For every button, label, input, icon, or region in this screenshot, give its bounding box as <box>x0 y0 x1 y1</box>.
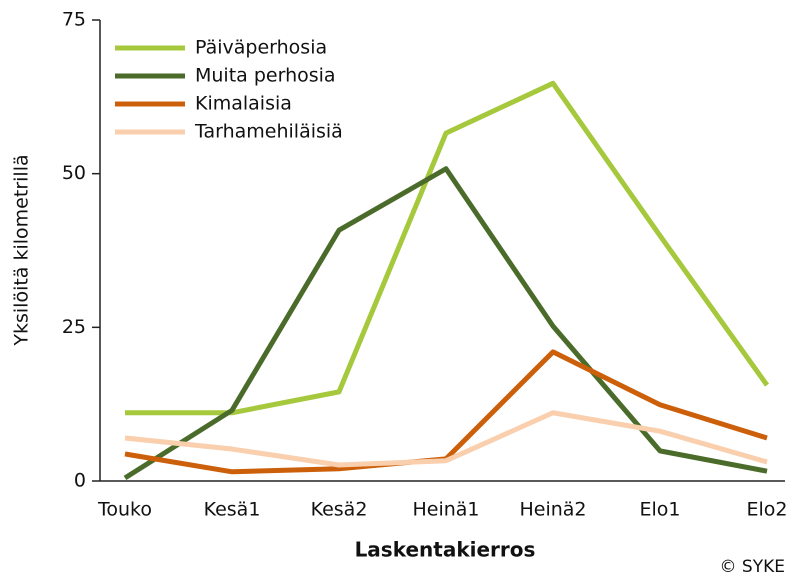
x-tick-label: Kesä1 <box>204 499 261 521</box>
x-axis-label: Laskentakierros <box>355 538 536 562</box>
legend-label: Päiväperhosia <box>195 37 327 59</box>
credit: © SYKE <box>720 557 785 577</box>
x-tick-label: Elo1 <box>640 499 681 521</box>
legend-label: Muita perhosia <box>195 65 336 87</box>
series-line <box>123 166 768 481</box>
y-tick-label: 25 <box>62 316 86 338</box>
y-tick-label: 0 <box>74 470 86 492</box>
y-axis-label: Yksilöitä kilometrillä <box>11 154 33 346</box>
x-tick-label: Touko <box>97 499 152 521</box>
legend-label: Kimalaisia <box>195 93 292 115</box>
legend-label: Tarhamehiläisiä <box>194 121 343 143</box>
y-tick-label: 75 <box>62 9 86 31</box>
x-tick-label: Heinä1 <box>412 499 479 521</box>
series-line <box>124 410 768 468</box>
x-tick-label: Heinä2 <box>519 499 586 521</box>
x-tick-label: Elo2 <box>747 499 788 521</box>
y-tick-label: 50 <box>62 162 86 184</box>
x-tick-label: Kesä2 <box>311 499 368 521</box>
